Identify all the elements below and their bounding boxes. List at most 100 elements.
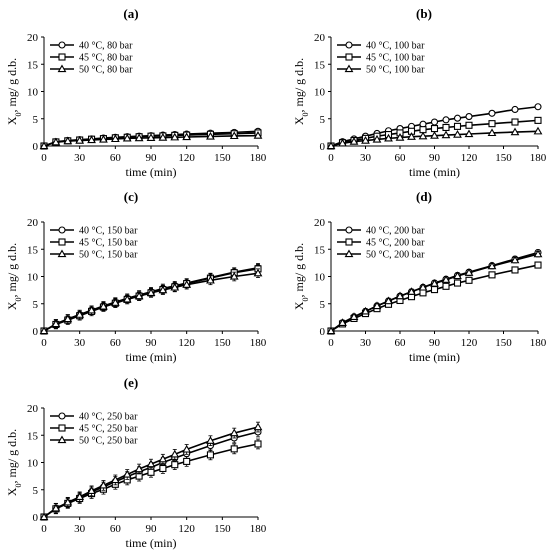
data-point <box>87 305 96 314</box>
y-axis-title: X0, mg/ g d.b. <box>5 429 23 496</box>
y-tick-label: 10 <box>27 87 39 99</box>
x-tick-label: 180 <box>250 337 267 349</box>
data-point <box>253 268 263 277</box>
data-point <box>253 131 263 139</box>
data-point <box>158 454 168 463</box>
series-line <box>330 264 539 332</box>
data-point <box>51 137 61 146</box>
data-point <box>171 461 179 469</box>
data-point <box>51 503 61 512</box>
chart-panel-3: (c) 0 30 60 90 120 150 180 0 5 10 15 20 time (min) X0,… <box>5 189 267 364</box>
y-tick-label: 10 <box>27 272 39 284</box>
y-tick-label: 5 <box>33 114 39 126</box>
data-point <box>407 132 416 140</box>
legend-marker-triangle <box>57 435 67 444</box>
series-square <box>327 261 542 335</box>
legend-entry: 40 °C, 80 bar <box>79 41 133 52</box>
x-tick-label: 90 <box>146 523 158 535</box>
legend-marker-square <box>345 53 353 61</box>
data-point <box>229 428 239 437</box>
data-point <box>122 133 132 142</box>
data-point <box>511 266 519 274</box>
data-point <box>442 282 450 290</box>
series-line <box>330 119 539 147</box>
x-tick-label: 60 <box>110 337 122 349</box>
data-point <box>182 280 192 288</box>
x-tick-label: 150 <box>214 523 231 535</box>
chart-panel-2: (b) 0 30 60 90 120 150 180 0 5 10 15 20 time (min) X0,… <box>292 6 547 179</box>
x-tick-label: 150 <box>495 152 512 164</box>
x-axis-title: time (min) <box>126 165 177 179</box>
series-square <box>40 438 262 521</box>
y-tick-label: 10 <box>314 272 326 284</box>
x-tick-label: 90 <box>146 337 158 349</box>
series-line <box>43 426 259 518</box>
data-point <box>430 286 439 294</box>
x-tick-label: 30 <box>360 152 372 164</box>
data-point <box>206 131 215 140</box>
x-tick-label: 180 <box>530 337 547 349</box>
data-point <box>182 444 192 453</box>
x-tick-label: 180 <box>250 152 267 164</box>
data-point <box>253 422 263 431</box>
legend-entry: 45 °C, 100 bar <box>366 53 425 64</box>
data-point <box>183 457 191 465</box>
series-triangle <box>326 249 543 335</box>
panel-label: (b) <box>416 6 432 21</box>
y-tick-label: 15 <box>27 244 39 256</box>
data-point <box>441 130 451 139</box>
legend-entry: 40 °C, 150 bar <box>79 226 138 237</box>
legend-marker-circle <box>345 226 353 234</box>
data-point <box>158 132 168 141</box>
x-tick-label: 60 <box>395 152 407 164</box>
data-point <box>110 475 120 484</box>
series-line <box>330 105 539 147</box>
data-point <box>395 132 405 141</box>
legend-marker-square <box>58 53 66 61</box>
data-point <box>465 121 473 129</box>
panel-label: (a) <box>123 6 138 21</box>
y-tick-label: 0 <box>33 512 39 524</box>
data-point <box>534 261 542 269</box>
data-point <box>419 289 427 297</box>
data-point <box>533 249 543 258</box>
data-point <box>134 133 144 142</box>
data-point <box>430 118 439 126</box>
data-point <box>453 122 462 130</box>
y-tick-label: 5 <box>320 299 326 311</box>
data-point <box>441 275 451 283</box>
data-point <box>75 310 85 318</box>
panel-label: (c) <box>124 189 138 204</box>
chart-panel-4: (d) 0 30 60 90 120 150 180 0 5 10 15 20 time (min) X0,… <box>292 189 547 364</box>
y-tick-label: 5 <box>33 485 39 497</box>
legend-marker-triangle <box>57 249 67 258</box>
x-tick-label: 0 <box>41 523 47 535</box>
data-point <box>326 141 336 150</box>
x-tick-label: 30 <box>360 337 372 349</box>
x-tick-label: 30 <box>74 152 86 164</box>
x-axis-title: time (min) <box>126 350 177 364</box>
data-point <box>229 271 239 280</box>
legend-marker-circle <box>58 226 66 234</box>
data-point <box>430 279 439 287</box>
data-point <box>534 103 542 111</box>
data-point <box>159 464 167 473</box>
data-point <box>170 449 180 458</box>
x-tick-label: 90 <box>429 152 441 164</box>
data-point <box>99 301 108 310</box>
data-point <box>384 133 393 142</box>
y-axis-title: X0, mg/ g d.b. <box>292 58 310 125</box>
panel-label: (d) <box>416 189 432 204</box>
data-point <box>487 261 497 270</box>
data-point <box>63 314 73 323</box>
legend-entry: 45 °C, 200 bar <box>366 238 425 249</box>
data-point <box>146 288 156 296</box>
y-tick-label: 20 <box>314 217 326 229</box>
legend-entry: 50 °C, 150 bar <box>79 250 138 261</box>
data-point <box>110 134 120 143</box>
x-tick-label: 30 <box>74 523 86 535</box>
data-point <box>75 135 85 144</box>
data-point <box>39 141 49 150</box>
